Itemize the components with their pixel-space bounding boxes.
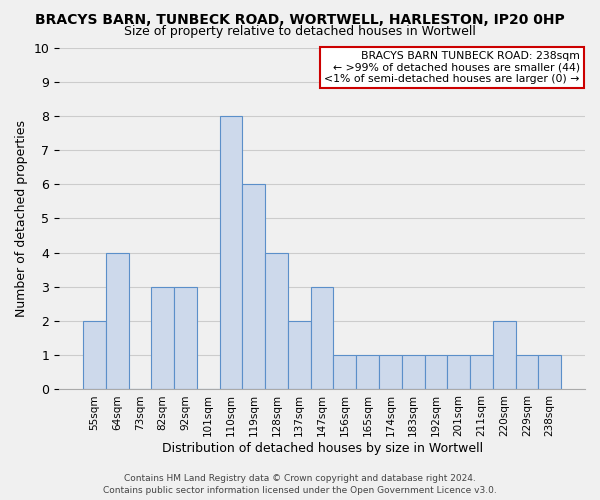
Bar bbox=[515, 356, 538, 390]
Bar bbox=[288, 321, 311, 390]
Bar bbox=[447, 356, 470, 390]
Bar bbox=[402, 356, 425, 390]
X-axis label: Distribution of detached houses by size in Wortwell: Distribution of detached houses by size … bbox=[161, 442, 482, 455]
Text: Contains HM Land Registry data © Crown copyright and database right 2024.
Contai: Contains HM Land Registry data © Crown c… bbox=[103, 474, 497, 495]
Text: BRACYS BARN TUNBECK ROAD: 238sqm
← >99% of detached houses are smaller (44)
<1% : BRACYS BARN TUNBECK ROAD: 238sqm ← >99% … bbox=[325, 51, 580, 84]
Bar bbox=[493, 321, 515, 390]
Bar bbox=[356, 356, 379, 390]
Bar bbox=[151, 287, 174, 390]
Bar bbox=[174, 287, 197, 390]
Text: BRACYS BARN, TUNBECK ROAD, WORTWELL, HARLESTON, IP20 0HP: BRACYS BARN, TUNBECK ROAD, WORTWELL, HAR… bbox=[35, 12, 565, 26]
Bar bbox=[470, 356, 493, 390]
Bar bbox=[106, 252, 128, 390]
Bar bbox=[265, 252, 288, 390]
Bar bbox=[311, 287, 334, 390]
Bar bbox=[220, 116, 242, 390]
Bar bbox=[83, 321, 106, 390]
Bar bbox=[425, 356, 447, 390]
Y-axis label: Number of detached properties: Number of detached properties bbox=[15, 120, 28, 317]
Text: Size of property relative to detached houses in Wortwell: Size of property relative to detached ho… bbox=[124, 25, 476, 38]
Bar bbox=[242, 184, 265, 390]
Bar bbox=[334, 356, 356, 390]
Bar bbox=[379, 356, 402, 390]
Bar bbox=[538, 356, 561, 390]
